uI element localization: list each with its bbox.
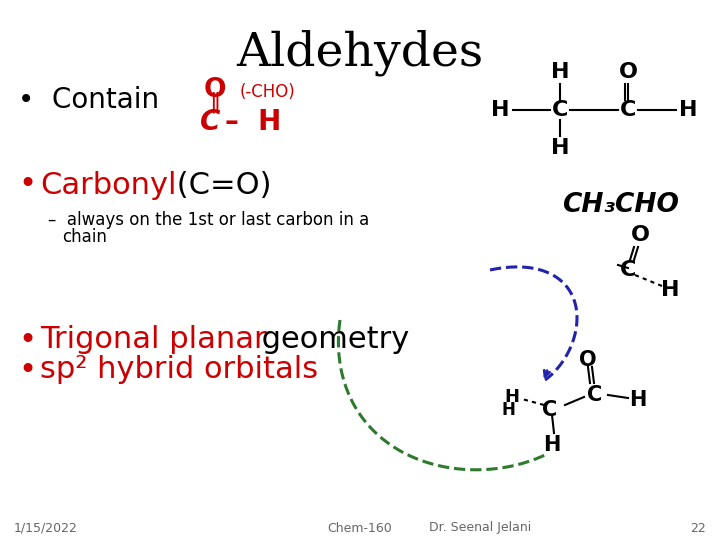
Text: Aldehydes: Aldehydes: [236, 30, 484, 77]
Text: H: H: [551, 138, 570, 158]
Text: CH₃CHO: CH₃CHO: [562, 192, 678, 218]
Text: ‖: ‖: [210, 91, 220, 113]
Text: O: O: [204, 77, 226, 103]
Text: 22: 22: [690, 522, 706, 535]
Text: H: H: [679, 100, 697, 120]
Text: Chem-160: Chem-160: [328, 522, 392, 535]
Text: O: O: [579, 350, 597, 370]
Text: Carbonyl: Carbonyl: [40, 171, 176, 199]
Text: Trigonal planar: Trigonal planar: [40, 326, 266, 354]
Text: •  Contain: • Contain: [18, 86, 159, 114]
Text: 1/15/2022: 1/15/2022: [14, 522, 78, 535]
Text: C: C: [200, 108, 220, 136]
Text: (-CHO): (-CHO): [240, 83, 296, 101]
Text: chain: chain: [62, 228, 107, 246]
Text: Dr. Seenal Jelani: Dr. Seenal Jelani: [429, 522, 531, 535]
Text: C: C: [620, 260, 636, 280]
Text: H: H: [661, 280, 679, 300]
Text: H: H: [551, 62, 570, 82]
Text: H: H: [501, 401, 515, 419]
Text: H: H: [491, 100, 509, 120]
Text: •: •: [18, 171, 36, 199]
Text: •: •: [18, 355, 36, 384]
Text: H: H: [505, 388, 520, 406]
Text: geometry: geometry: [252, 326, 409, 354]
Text: –  H: – H: [225, 108, 282, 136]
Text: –  always on the 1st or last carbon in a: – always on the 1st or last carbon in a: [48, 211, 369, 229]
Text: sp² hybrid orbitals: sp² hybrid orbitals: [40, 355, 318, 384]
Text: C: C: [552, 100, 568, 120]
Text: H: H: [544, 435, 561, 455]
Text: C: C: [588, 385, 603, 405]
Text: O: O: [618, 62, 637, 82]
Text: C: C: [542, 400, 557, 420]
Text: O: O: [631, 225, 649, 245]
Text: H: H: [629, 390, 647, 410]
Text: •: •: [18, 326, 36, 354]
Text: C: C: [620, 100, 636, 120]
Text: (C=O): (C=O): [167, 171, 271, 199]
